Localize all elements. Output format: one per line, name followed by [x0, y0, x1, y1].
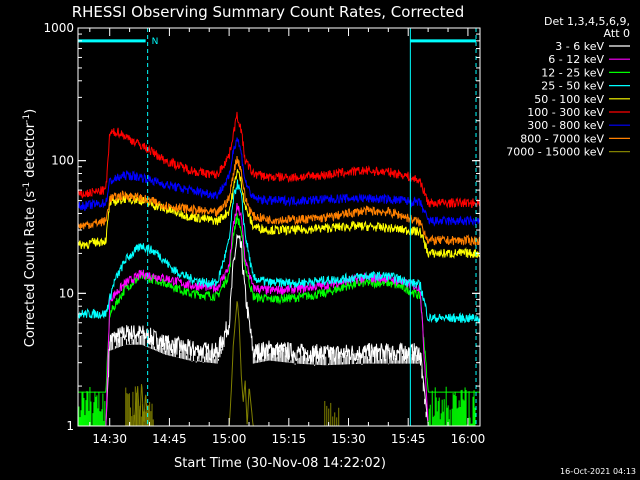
chart-title: RHESSI Observing Summary Count Rates, Co…	[72, 3, 465, 21]
y-label-sup1: -1	[22, 182, 32, 191]
x-tick-label: 16:00	[451, 432, 486, 446]
legend-label: 6 - 12 keV	[548, 53, 604, 66]
legend-label: 100 - 300 keV	[527, 106, 604, 119]
y-label-part2: detector	[23, 122, 38, 182]
x-tick-label: 15:15	[272, 432, 307, 446]
legend-label: 3 - 6 keV	[555, 40, 604, 53]
legend-header-line1: Det 1,3,4,5,6,9,	[544, 15, 630, 28]
y-tick-label: 10	[59, 286, 74, 300]
series-line-7	[77, 155, 481, 247]
legend-label: 12 - 25 keV	[541, 66, 604, 79]
timestamp: 16-Oct-2021 04:13	[560, 467, 636, 476]
marker-layer: N	[78, 28, 477, 426]
legend-label: 50 - 100 keV	[534, 93, 604, 106]
series-line-6	[77, 137, 481, 227]
y-label-part3: )	[23, 109, 38, 114]
series-line-4	[77, 169, 481, 259]
series-line-5	[77, 111, 481, 209]
x-tick-label: 15:30	[331, 432, 366, 446]
y-tick-label: 1000	[43, 21, 74, 35]
y-label-part1: Corrected Count Rate (s	[23, 191, 38, 348]
x-axis: 14:30 14:45 15:00 15:15 15:30 15:45 16:00	[89, 28, 486, 446]
series-line-1	[89, 202, 429, 427]
y-tick-label: 1	[66, 419, 74, 433]
legend-header-line2: Att 0	[604, 27, 630, 40]
x-tick-label: 14:30	[92, 432, 127, 446]
marker-label: N	[152, 37, 159, 47]
y-axis-label: Corrected Count Rate (s-1 detector-1)	[22, 109, 38, 347]
legend-label: 800 - 7000 keV	[520, 132, 604, 145]
legend-label: 25 - 50 keV	[541, 80, 604, 93]
x-tick-label: 15:45	[391, 432, 426, 446]
x-tick-label: 14:45	[152, 432, 187, 446]
x-axis-label: Start Time (30-Nov-08 14:22:02)	[174, 456, 386, 471]
y-label-sup2: -1	[22, 114, 32, 123]
legend-label: 7000 - 15000 keV	[506, 146, 604, 159]
series-line-3	[77, 179, 481, 324]
y-tick-label: 100	[51, 154, 74, 168]
y-axis: 1 10 100 1000	[43, 21, 480, 433]
plot-frame	[77, 27, 481, 427]
x-tick-label: 15:00	[212, 432, 247, 446]
series-line-0	[89, 233, 429, 427]
series-layer	[77, 111, 481, 427]
legend-label: 300 - 800 keV	[527, 119, 604, 132]
